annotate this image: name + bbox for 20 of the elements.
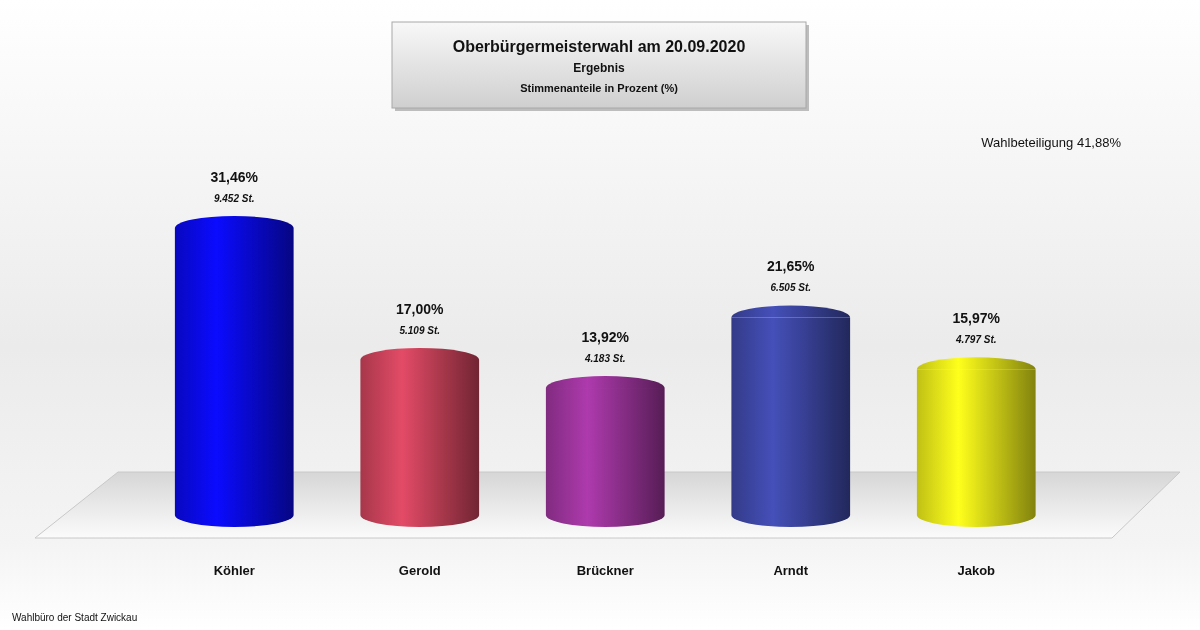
text: Wahlbeteiligung 41,88% [981, 135, 1122, 150]
x-tick-label: Jakob [957, 563, 996, 578]
x-tick-label: Arndt [773, 563, 809, 578]
data-label: 17,00% [396, 300, 445, 317]
annotation: 4.797 St. [954, 334, 997, 346]
data-label: 31,46% [210, 169, 259, 185]
text: Stimmenanteile in Prozent (%) [520, 82, 679, 94]
data-label: 13,92% [581, 329, 630, 346]
chart-subtitle: Ergebnis [573, 61, 625, 75]
annotation: 4.183 St. [583, 353, 626, 365]
annotation: 5.109 St. [399, 324, 441, 336]
x-tick-label: Gerold [398, 563, 441, 578]
data-label: 15,97% [952, 310, 1001, 327]
chart-title: Oberbürgermeisterwahl am 20.09.2020 [452, 38, 746, 55]
x-tick-label: Brückner [576, 563, 634, 578]
annotation: 9.452 St. [213, 193, 255, 204]
text: Wahlbüro der Stadt Zwickau [12, 612, 138, 623]
data-label: 21,65% [767, 258, 816, 275]
x-tick-label: Köhler [213, 563, 255, 578]
annotation: 6.505 St. [770, 282, 812, 294]
